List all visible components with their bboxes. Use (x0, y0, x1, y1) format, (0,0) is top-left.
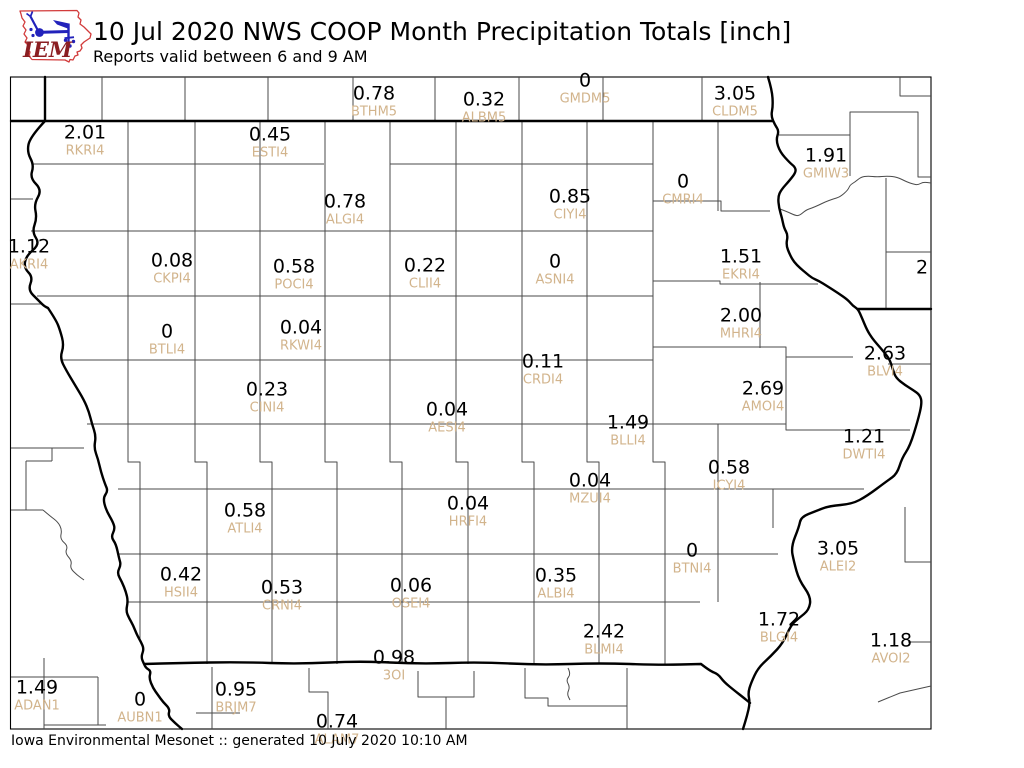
county-lines (11, 77, 932, 729)
logo-iowa-outline (19, 9, 92, 63)
page-subtitle: Reports valid between 6 and 9 AM (93, 47, 368, 66)
map-frame (9, 76, 932, 730)
iem-logo: IEM (19, 9, 92, 63)
logo-iem-text: IEM (22, 37, 73, 62)
footer-text: Iowa Environmental Mesonet :: generated … (11, 733, 468, 749)
page-title: 10 Jul 2020 NWS COOP Month Precipitation… (93, 17, 792, 46)
logo-weather-vane (25, 11, 76, 48)
state-border-lines (9, 75, 933, 731)
